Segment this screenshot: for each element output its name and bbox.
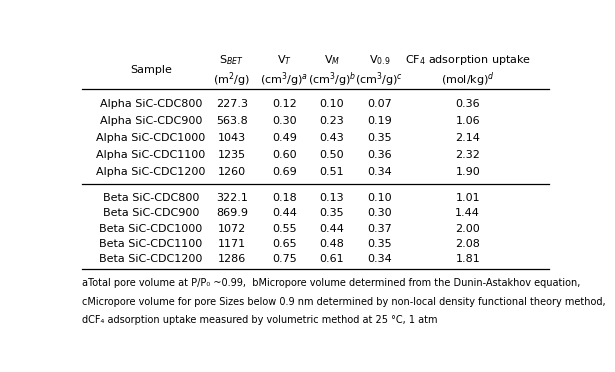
Text: Alpha SiC-CDC900: Alpha SiC-CDC900 (100, 116, 202, 126)
Text: 0.34: 0.34 (367, 254, 392, 264)
Text: CF$_4$ adsorption uptake: CF$_4$ adsorption uptake (405, 54, 531, 67)
Text: 0.23: 0.23 (320, 116, 344, 126)
Text: 1.06: 1.06 (455, 116, 480, 126)
Text: V$_M$: V$_M$ (323, 54, 340, 67)
Text: 0.51: 0.51 (320, 167, 344, 177)
Text: dCF₄ adsorption uptake measured by volumetric method at 25 °C, 1 atm: dCF₄ adsorption uptake measured by volum… (82, 315, 437, 326)
Text: (mol/kg)$^d$: (mol/kg)$^d$ (441, 70, 494, 89)
Text: 2.00: 2.00 (455, 224, 480, 234)
Text: aTotal pore volume at P/P₀ ~0.99,  bMicropore volume determined from the Dunin-A: aTotal pore volume at P/P₀ ~0.99, bMicro… (82, 278, 580, 288)
Text: 0.30: 0.30 (272, 116, 296, 126)
Text: 0.49: 0.49 (272, 133, 296, 143)
Text: 0.69: 0.69 (272, 167, 296, 177)
Text: 1.81: 1.81 (455, 254, 480, 264)
Text: 2.32: 2.32 (455, 150, 480, 160)
Text: 0.12: 0.12 (272, 99, 296, 109)
Text: 0.55: 0.55 (272, 224, 296, 234)
Text: cMicropore volume for pore Sizes below 0.9 nm determined by non-local density fu: cMicropore volume for pore Sizes below 0… (82, 297, 605, 307)
Text: 2.14: 2.14 (455, 133, 480, 143)
Text: Beta SiC-CDC800: Beta SiC-CDC800 (103, 193, 199, 203)
Text: V$_T$: V$_T$ (277, 54, 292, 67)
Text: 0.30: 0.30 (367, 208, 392, 218)
Text: 869.9: 869.9 (216, 208, 248, 218)
Text: 1.44: 1.44 (455, 208, 480, 218)
Text: 1072: 1072 (218, 224, 246, 234)
Text: 322.1: 322.1 (216, 193, 248, 203)
Text: (cm$^3$/g)$^a$: (cm$^3$/g)$^a$ (260, 70, 308, 89)
Text: Alpha SiC-CDC800: Alpha SiC-CDC800 (100, 99, 202, 109)
Text: 0.48: 0.48 (319, 238, 344, 248)
Text: 0.43: 0.43 (320, 133, 344, 143)
Text: 1235: 1235 (218, 150, 246, 160)
Text: 0.34: 0.34 (367, 167, 392, 177)
Text: 0.44: 0.44 (272, 208, 296, 218)
Text: 0.37: 0.37 (367, 224, 392, 234)
Text: 0.35: 0.35 (367, 238, 392, 248)
Text: (cm$^3$/g)$^b$: (cm$^3$/g)$^b$ (308, 70, 356, 89)
Text: 2.08: 2.08 (455, 238, 480, 248)
Text: Beta SiC-CDC900: Beta SiC-CDC900 (103, 208, 199, 218)
Text: 227.3: 227.3 (216, 99, 248, 109)
Text: 1043: 1043 (218, 133, 246, 143)
Text: 0.75: 0.75 (272, 254, 296, 264)
Text: S$_{BET}$: S$_{BET}$ (220, 54, 244, 67)
Text: (m$^2$/g): (m$^2$/g) (213, 70, 250, 89)
Text: 1260: 1260 (218, 167, 246, 177)
Text: 1171: 1171 (218, 238, 246, 248)
Text: Beta SiC-CDC1000: Beta SiC-CDC1000 (99, 224, 202, 234)
Text: 1286: 1286 (218, 254, 246, 264)
Text: 563.8: 563.8 (216, 116, 248, 126)
Text: 0.65: 0.65 (272, 238, 296, 248)
Text: 0.18: 0.18 (272, 193, 296, 203)
Text: 0.10: 0.10 (320, 99, 344, 109)
Text: 0.36: 0.36 (367, 150, 392, 160)
Text: 0.35: 0.35 (367, 133, 392, 143)
Text: Alpha SiC-CDC1200: Alpha SiC-CDC1200 (96, 167, 205, 177)
Text: 0.13: 0.13 (320, 193, 344, 203)
Text: 1.90: 1.90 (455, 167, 480, 177)
Text: 0.35: 0.35 (320, 208, 344, 218)
Text: Beta SiC-CDC1100: Beta SiC-CDC1100 (99, 238, 202, 248)
Text: 0.44: 0.44 (319, 224, 344, 234)
Text: 1.01: 1.01 (455, 193, 480, 203)
Text: 0.60: 0.60 (272, 150, 296, 160)
Text: V$_{0.9}$: V$_{0.9}$ (369, 54, 391, 67)
Text: Beta SiC-CDC1200: Beta SiC-CDC1200 (99, 254, 202, 264)
Text: 0.10: 0.10 (367, 193, 392, 203)
Text: Alpha SiC-CDC1100: Alpha SiC-CDC1100 (96, 150, 205, 160)
Text: (cm$^3$/g)$^c$: (cm$^3$/g)$^c$ (355, 70, 403, 89)
Text: 0.36: 0.36 (455, 99, 480, 109)
Text: Alpha SiC-CDC1000: Alpha SiC-CDC1000 (96, 133, 205, 143)
Text: 0.07: 0.07 (367, 99, 392, 109)
Text: 0.19: 0.19 (367, 116, 392, 126)
Text: 0.61: 0.61 (320, 254, 344, 264)
Text: 0.50: 0.50 (320, 150, 344, 160)
Text: Sample: Sample (130, 65, 172, 75)
